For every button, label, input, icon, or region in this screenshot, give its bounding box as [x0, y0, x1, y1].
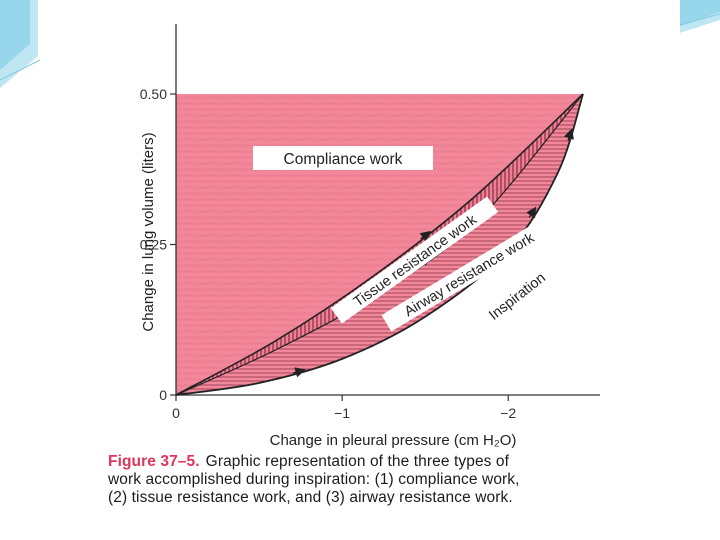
inspiration-label: Inspiration — [486, 270, 549, 324]
caption-line-1: Figure 37–5. Graphic representation of th… — [108, 453, 668, 471]
x-tick-label: −2 — [500, 405, 516, 421]
x-axis-label: Change in pleural pressure (cm H₂O) — [270, 432, 517, 449]
caption-figure-label: Figure 37–5. — [108, 453, 200, 470]
caption-line-3: (2) tissue resistance work, and (3) airw… — [108, 489, 513, 506]
tissue-label-box — [330, 196, 499, 324]
x-tick-label: 0 — [172, 405, 180, 421]
inspiration-curve — [175, 93, 584, 396]
figure-caption: Figure 37–5. Graphic representation of th… — [108, 453, 668, 507]
x-tick-label: −1 — [334, 405, 350, 421]
compliance-work-label-group: Compliance work — [253, 146, 433, 170]
compliance-label-box — [253, 146, 433, 170]
chart-axes — [175, 24, 600, 396]
caption-line-2: work accomplished during inspiration: (1… — [108, 471, 520, 488]
y-tick-label: 0.25 — [140, 237, 167, 253]
chart-ticks: 0 0.25 0.50 0 −1 −2 — [140, 86, 517, 421]
inspiration-arrow-1 — [293, 367, 306, 378]
caption-text-1: Graphic representation of the three type… — [205, 453, 510, 470]
y-tick-label: 0 — [159, 387, 167, 403]
figure-panel: 0 0.25 0.50 0 −1 −2 Compliance work Tissue re… — [40, 0, 680, 540]
y-axis-label: Change in lung volume (liters) — [140, 132, 157, 331]
airway-label-box — [381, 216, 556, 332]
tissue-arrow — [419, 230, 431, 242]
compliance-work-label: Compliance work — [284, 151, 403, 168]
work-of-breathing-chart: 00.250.500 −1 −2 Compliance work Tissue re… — [140, 24, 600, 449]
inspiration-arrow-3 — [563, 128, 574, 141]
inspiration-arrow-2 — [526, 206, 537, 219]
tissue-boundary-line — [175, 93, 584, 396]
y-tick-label: 0.50 — [140, 86, 167, 102]
